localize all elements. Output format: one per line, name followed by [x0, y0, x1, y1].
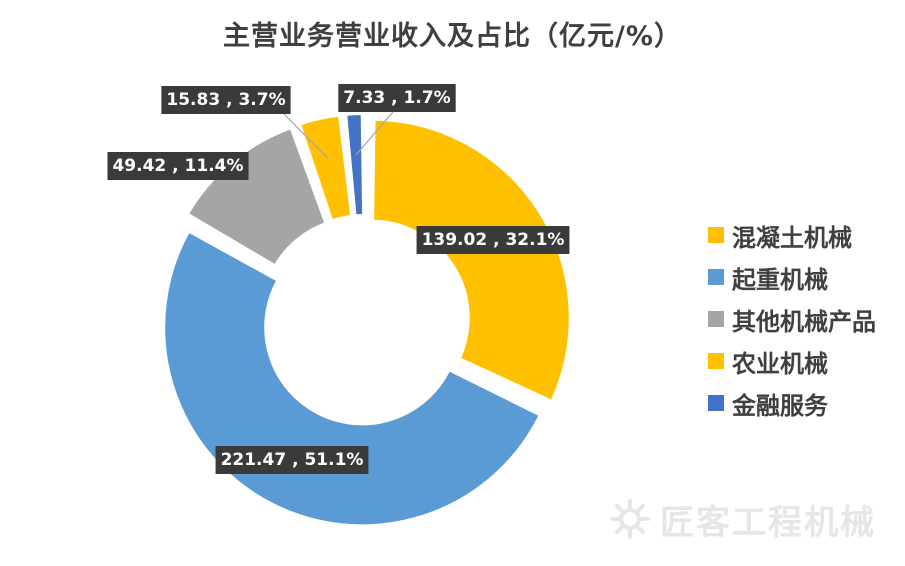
legend-item: 金融服务 — [708, 382, 876, 424]
donut-slice — [186, 127, 327, 267]
legend-swatch — [708, 269, 724, 285]
donut-slice — [298, 114, 353, 222]
legend-item: 其他机械产品 — [708, 298, 876, 340]
data-label-text: 7.33 , 1.7% — [343, 88, 450, 108]
data-label: 221.47 , 51.1% — [215, 446, 369, 474]
donut-slice — [345, 113, 365, 217]
watermark-text: 匠客工程机械 — [660, 502, 876, 543]
leader-lines — [283, 111, 394, 160]
data-label-box — [215, 446, 369, 474]
data-label: 7.33 , 1.7% — [338, 84, 456, 112]
leader-line — [283, 113, 329, 160]
leader-line — [355, 111, 394, 156]
legend-swatch — [708, 227, 724, 243]
data-label-box — [161, 86, 291, 114]
data-label: 15.83 , 3.7% — [161, 86, 291, 114]
legend-label: 起重机械 — [732, 265, 828, 294]
chart-title: 主营业务营业收入及占比（亿元/%） — [223, 21, 682, 52]
chart-legend: 混凝土机械 起重机械 其他机械产品 农业机械 金融服务 — [708, 214, 876, 424]
legend-swatch — [708, 311, 724, 327]
legend-item: 混凝土机械 — [708, 214, 876, 256]
data-label-text: 15.83 , 3.7% — [166, 90, 285, 110]
legend-item: 起重机械 — [708, 256, 876, 298]
data-label-box — [338, 84, 456, 112]
watermark-logo-icon — [610, 499, 650, 539]
legend-swatch — [708, 395, 724, 411]
legend-label: 混凝土机械 — [732, 223, 852, 252]
data-label: 49.42 , 11.4% — [107, 152, 249, 180]
watermark: 匠客工程机械 — [608, 490, 893, 548]
data-label: 139.02 , 32.1% — [416, 226, 570, 254]
donut-slice — [372, 118, 571, 402]
data-labels: 139.02 , 32.1% 221.47 , 51.1% 49.42 , 11.4… — [107, 84, 570, 474]
legend-swatch — [708, 353, 724, 369]
legend-label: 其他机械产品 — [732, 307, 876, 336]
data-label-text: 49.42 , 11.4% — [112, 156, 243, 176]
legend-label: 农业机械 — [732, 349, 828, 378]
data-label-box — [107, 152, 249, 180]
data-label-text: 139.02 , 32.1% — [422, 230, 565, 250]
legend-label: 金融服务 — [732, 391, 828, 420]
legend-item: 农业机械 — [708, 340, 876, 382]
data-label-text: 221.47 , 51.1% — [221, 450, 364, 470]
data-label-box — [416, 226, 570, 254]
